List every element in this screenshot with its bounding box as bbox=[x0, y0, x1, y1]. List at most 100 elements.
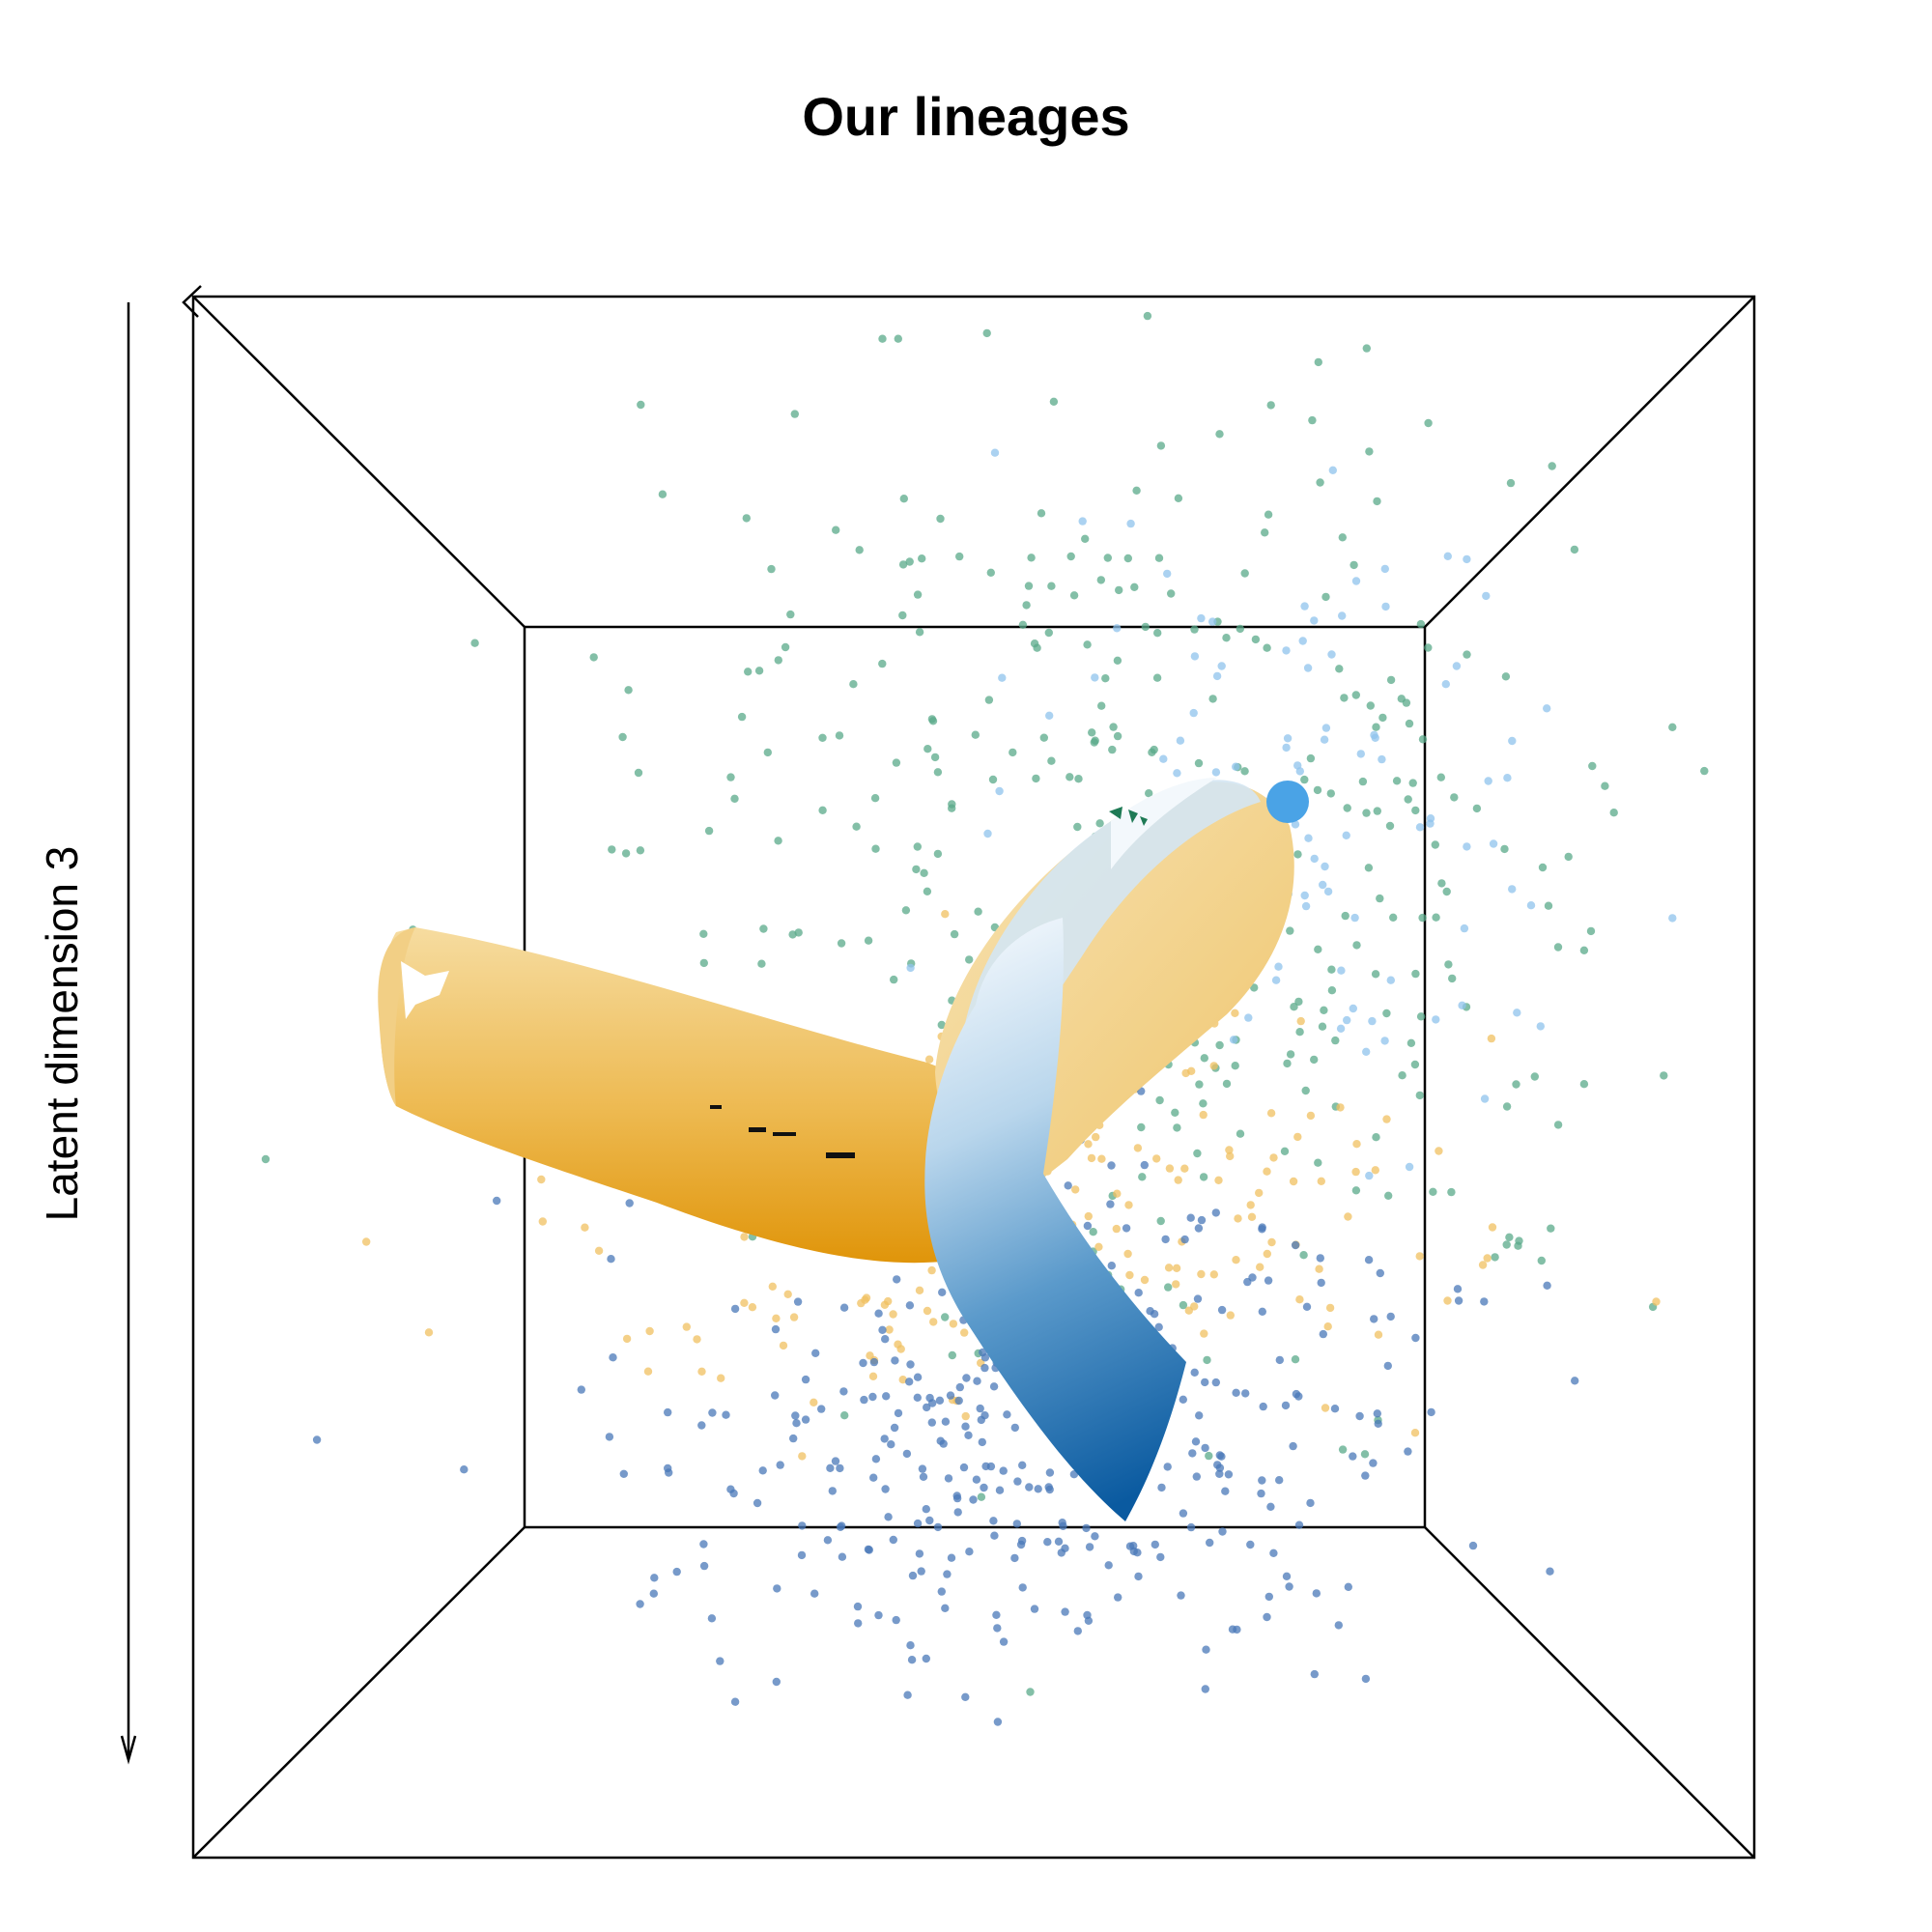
scatter-point bbox=[1045, 1485, 1054, 1494]
scatter-point bbox=[889, 1310, 897, 1319]
scatter-point bbox=[1154, 1322, 1163, 1332]
scatter-point bbox=[742, 514, 751, 523]
scatter-point bbox=[1088, 728, 1096, 737]
scatter-point bbox=[1283, 734, 1293, 743]
scatter-point bbox=[774, 656, 782, 665]
scatter-point bbox=[1378, 754, 1386, 764]
scatter-point bbox=[771, 1391, 780, 1400]
scatter-point bbox=[918, 554, 926, 563]
scatter-point bbox=[773, 1584, 781, 1593]
scatter-point bbox=[1381, 602, 1390, 611]
scatter-point bbox=[1151, 1540, 1160, 1549]
scatter-point bbox=[1092, 1132, 1100, 1142]
scatter-point bbox=[1246, 1540, 1255, 1549]
scatter-point bbox=[1066, 552, 1075, 561]
scatter-point bbox=[1361, 1674, 1371, 1684]
lineage-orange-hole bbox=[401, 961, 449, 1019]
scatter-point bbox=[1243, 1277, 1252, 1287]
scatter-point bbox=[716, 1657, 724, 1665]
scatter-point bbox=[1090, 738, 1099, 747]
scatter-point bbox=[1361, 1471, 1370, 1480]
scatter-point bbox=[1078, 517, 1087, 526]
scatter-point bbox=[1458, 1001, 1466, 1010]
scatter-point bbox=[1010, 1423, 1020, 1433]
scatter-point bbox=[577, 1385, 585, 1394]
lineage-green-fragment bbox=[1109, 807, 1148, 826]
scatter-point bbox=[949, 1320, 958, 1328]
scatter-point bbox=[1208, 695, 1217, 703]
scatter-point bbox=[789, 1434, 798, 1443]
scatter-point bbox=[1405, 1162, 1414, 1172]
scatter-point bbox=[889, 1535, 897, 1545]
scatter-point bbox=[1344, 1212, 1352, 1221]
scatter-point bbox=[860, 1395, 868, 1405]
scatter-point bbox=[1337, 966, 1346, 975]
scatter-point bbox=[776, 1461, 784, 1469]
scatter-point bbox=[699, 929, 708, 938]
scatter-point bbox=[928, 1399, 937, 1407]
scatter-point bbox=[1442, 887, 1451, 896]
scatter-point bbox=[1037, 509, 1046, 518]
scatter-point bbox=[933, 849, 943, 859]
scatter-point bbox=[1261, 528, 1269, 537]
scatter-point bbox=[1195, 1080, 1204, 1089]
scatter-point bbox=[1323, 887, 1333, 896]
scatter-point bbox=[1188, 1449, 1197, 1458]
scatter-point bbox=[894, 1340, 902, 1349]
scatter-point bbox=[658, 490, 668, 498]
scatter-point bbox=[1418, 913, 1427, 923]
scatter-point bbox=[682, 1322, 691, 1331]
scatter-point bbox=[1179, 1300, 1188, 1310]
scatter-point bbox=[1034, 1485, 1042, 1493]
scatter-point bbox=[890, 975, 898, 984]
scatter-point bbox=[1502, 1240, 1511, 1249]
scatter-point bbox=[1084, 1211, 1094, 1221]
scatter-point bbox=[1515, 1236, 1523, 1245]
scatter-point bbox=[1141, 622, 1151, 632]
scatter-point bbox=[1351, 577, 1361, 585]
scatter-point bbox=[1291, 1355, 1300, 1364]
scatter-point bbox=[1306, 1111, 1316, 1121]
scatter-point bbox=[1218, 1527, 1227, 1536]
scatter-point bbox=[1468, 1541, 1478, 1550]
scatter-point bbox=[792, 1419, 801, 1428]
scatter-point bbox=[1107, 1161, 1116, 1170]
scatter-point bbox=[1344, 1582, 1353, 1592]
scatter-point bbox=[1282, 743, 1291, 753]
scatter-point bbox=[1225, 1146, 1234, 1154]
scatter-point bbox=[986, 1462, 996, 1471]
scatter-point bbox=[1232, 762, 1240, 771]
scatter-point bbox=[810, 1398, 818, 1407]
scatter-point bbox=[1285, 1582, 1293, 1591]
scatter-point bbox=[1193, 1149, 1202, 1158]
scatter-point bbox=[589, 653, 598, 662]
scatter-point bbox=[1406, 1038, 1416, 1048]
scatter-point bbox=[1018, 1461, 1027, 1470]
scatter-point bbox=[1217, 1305, 1227, 1315]
scatter-point bbox=[1247, 1212, 1257, 1222]
scatter-point bbox=[917, 1567, 925, 1576]
scatter-point bbox=[1460, 923, 1469, 933]
scatter-point bbox=[1164, 1283, 1173, 1292]
scatter-point bbox=[1320, 1006, 1328, 1015]
scatter-point bbox=[1180, 1164, 1189, 1173]
scatter-point bbox=[1203, 1355, 1211, 1365]
scatter-point bbox=[1338, 1445, 1348, 1454]
scatter-point bbox=[1263, 1612, 1271, 1622]
scatter-point bbox=[913, 842, 922, 851]
scatter-point bbox=[1215, 1451, 1225, 1460]
scatter-point bbox=[1294, 1520, 1304, 1529]
scatter-point bbox=[757, 959, 766, 968]
scatter-point bbox=[1211, 1208, 1221, 1217]
scatter-point bbox=[1411, 1333, 1420, 1343]
scatter-point bbox=[1543, 1281, 1551, 1291]
scatter-point bbox=[781, 642, 790, 652]
scatter-point bbox=[1140, 1160, 1150, 1170]
scatter-point bbox=[978, 1437, 986, 1447]
scatter-point bbox=[1500, 844, 1509, 854]
scatter-point bbox=[1013, 1477, 1022, 1486]
scatter-point bbox=[1404, 1447, 1412, 1456]
scatter-point bbox=[637, 400, 645, 410]
scatter-point bbox=[899, 495, 908, 503]
scatter-point bbox=[1214, 1176, 1223, 1185]
